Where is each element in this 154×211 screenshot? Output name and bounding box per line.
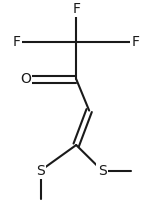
Text: F: F — [72, 2, 80, 16]
Text: S: S — [98, 164, 107, 178]
Text: S: S — [36, 164, 45, 178]
Text: F: F — [131, 35, 139, 49]
Text: O: O — [20, 72, 31, 86]
Text: F: F — [13, 35, 21, 49]
